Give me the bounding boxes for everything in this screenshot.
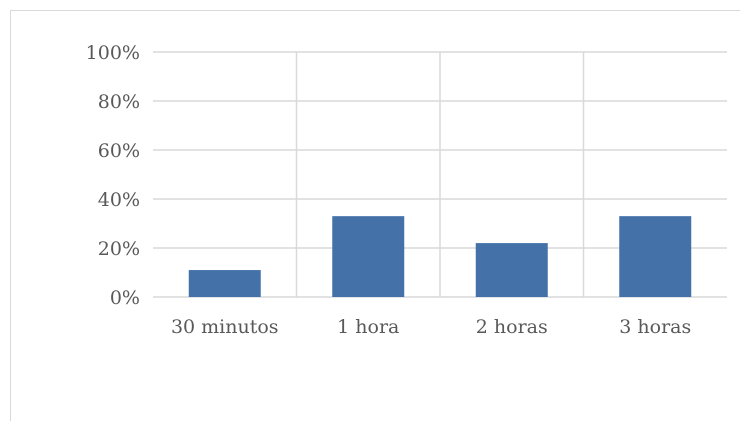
x-axis: 30 minutos 1 hora 2 horas 3 horas	[171, 316, 691, 338]
bar-1-hora	[332, 216, 405, 297]
chart-frame	[10, 10, 740, 421]
x-tick-label: 3 horas	[619, 316, 691, 338]
bars	[188, 216, 692, 297]
y-tick-label: 0%	[110, 287, 140, 309]
x-tick-label: 30 minutos	[171, 316, 279, 338]
y-tick-label: 80%	[98, 91, 140, 113]
bar-2-horas	[475, 243, 548, 297]
y-tick-label: 40%	[98, 189, 140, 211]
y-axis: 0% 20% 40% 60% 80% 100%	[86, 42, 140, 309]
y-tick-label: 20%	[98, 238, 140, 260]
y-tick-label: 60%	[98, 140, 140, 162]
bar-3-horas	[619, 216, 692, 297]
bar-30-minutos	[188, 270, 261, 297]
y-tick-label: 100%	[86, 42, 140, 64]
x-tick-label: 1 hora	[337, 316, 399, 338]
x-tick-label: 2 horas	[476, 316, 548, 338]
